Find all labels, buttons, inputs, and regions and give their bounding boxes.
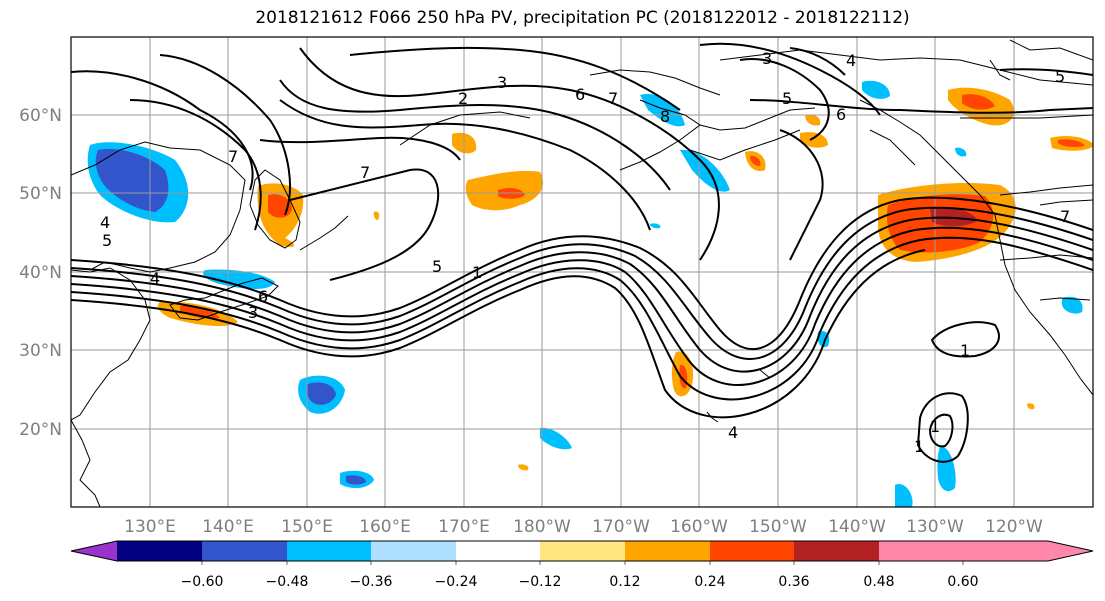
lon-tick-label: 160°E xyxy=(359,517,411,537)
map-title: 2018121612 F066 250 hPa PV, precipitatio… xyxy=(255,8,910,28)
contour-label: 1 xyxy=(472,263,482,282)
colorbar-tick-label: −0.48 xyxy=(266,574,309,590)
lat-tick-label: 50°N xyxy=(19,184,62,204)
contour-label: 5 xyxy=(1055,67,1065,86)
colorbar-tick-label: 0.48 xyxy=(863,574,894,590)
lon-tick-label: 170°E xyxy=(438,517,490,537)
lat-tick-label: 30°N xyxy=(19,341,62,361)
contour-label: 7 xyxy=(608,89,618,108)
contour-label: 7 xyxy=(228,147,238,166)
colorbar-segment xyxy=(879,541,1093,561)
contour-label: 2 xyxy=(458,89,468,108)
contour-label: 3 xyxy=(248,303,258,322)
colorbar-segment xyxy=(540,541,625,561)
colorbar-tick-label: −0.12 xyxy=(519,574,562,590)
colorbar-tick-label: 0.24 xyxy=(694,574,725,590)
lon-tick-label: 160°W xyxy=(670,517,728,537)
contour-label: 6 xyxy=(575,85,585,104)
colorbar-tick-label: 0.12 xyxy=(609,574,640,590)
colorbar-segment xyxy=(710,541,794,561)
colorbar-segment xyxy=(287,541,371,561)
pv-contours xyxy=(71,42,1093,463)
contour-label: 4 xyxy=(150,269,160,288)
lon-tick-label: 170°W xyxy=(592,517,650,537)
colorbar-segment xyxy=(71,541,117,561)
lat-tick-label: 20°N xyxy=(19,420,62,440)
contour-label: 5 xyxy=(432,257,442,276)
lon-tick-label: 150°E xyxy=(281,517,333,537)
contour-label: 4 xyxy=(100,213,110,232)
contour-label: 7 xyxy=(360,163,370,182)
map-frame xyxy=(70,36,1094,508)
contour-labels: 2 3 6 7 3 8 5 6 5 4 7 4 5 4 6 3 7 5 1 1 … xyxy=(100,49,1070,456)
lat-tick-label: 40°N xyxy=(19,263,62,283)
lon-tick-label: 130°W xyxy=(906,517,964,537)
colorbar-segment xyxy=(456,541,540,561)
contour-label: 5 xyxy=(102,231,112,250)
colorbar-tick-label: −0.36 xyxy=(350,574,393,590)
contour-label: 4 xyxy=(728,423,738,442)
colorbar-tick-label: 0.36 xyxy=(778,574,809,590)
lon-tick-label: 120°W xyxy=(985,517,1043,537)
lat-axis: 60°N 50°N 40°N 30°N 20°N xyxy=(19,106,62,440)
lon-tick-label: 140°E xyxy=(202,517,254,537)
lon-axis: 130°E 140°E 150°E 160°E 170°E 180°W 170°… xyxy=(124,517,1043,537)
colorbar-tick-label: 0.60 xyxy=(947,574,978,590)
contour-label: 1 xyxy=(960,341,970,360)
contour-label: 6 xyxy=(836,105,846,124)
colorbar: −0.60 −0.48 −0.36 −0.24 −0.12 0.12 0.24 … xyxy=(70,540,1094,590)
contour-label: 7 xyxy=(1060,207,1070,226)
colorbar-segment xyxy=(371,541,456,561)
colorbar-segment xyxy=(625,541,710,561)
coastlines xyxy=(71,39,1093,507)
contour-label: 1 xyxy=(914,437,924,456)
contour-label: 1 xyxy=(930,417,940,436)
contour-label: 3 xyxy=(497,73,507,92)
lon-tick-label: 130°E xyxy=(124,517,176,537)
contour-label: 4 xyxy=(846,51,856,70)
colorbar-tick-label: −0.60 xyxy=(181,574,224,590)
lon-tick-label: 140°W xyxy=(828,517,886,537)
lon-tick-label: 150°W xyxy=(749,517,807,537)
colorbar-outline xyxy=(70,540,1094,562)
contour-label: 5 xyxy=(782,89,792,108)
contour-label: 8 xyxy=(660,107,670,126)
lat-tick-label: 60°N xyxy=(19,106,62,126)
colorbar-tick-label: −0.24 xyxy=(435,574,478,590)
contour-label: 6 xyxy=(258,287,268,306)
lon-tick-label: 180°W xyxy=(513,517,571,537)
colorbar-segment xyxy=(794,541,879,561)
contour-label: 3 xyxy=(762,49,772,68)
colorbar-segment xyxy=(202,541,287,561)
colorbar-segment xyxy=(117,541,202,561)
